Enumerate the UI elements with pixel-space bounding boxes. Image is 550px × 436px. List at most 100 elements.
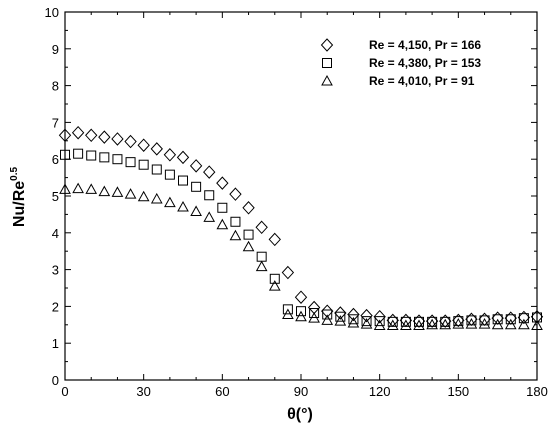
square-point bbox=[348, 314, 359, 325]
triangle-point bbox=[426, 318, 438, 330]
square-point bbox=[73, 148, 84, 159]
square-point bbox=[282, 304, 293, 315]
diamond-point bbox=[307, 300, 321, 315]
diamond-point bbox=[321, 304, 334, 318]
diamond-point bbox=[439, 314, 452, 328]
triangle-point bbox=[229, 229, 242, 241]
square-point bbox=[440, 316, 451, 327]
square-point bbox=[518, 313, 529, 324]
triangle-point bbox=[282, 308, 294, 319]
diamond-point bbox=[360, 308, 373, 323]
y-tick-label: 8 bbox=[52, 79, 59, 94]
x-tick-label: 180 bbox=[526, 384, 548, 399]
diamond-point bbox=[412, 314, 426, 328]
triangle-point bbox=[373, 319, 386, 331]
triangle-point bbox=[177, 201, 189, 212]
square-point bbox=[243, 229, 254, 240]
legend-label: Re = 4,150, Pr = 166 bbox=[369, 38, 481, 52]
diamond-point bbox=[85, 128, 98, 143]
triangle-point bbox=[491, 318, 504, 330]
triangle-point bbox=[164, 196, 176, 208]
square-point bbox=[138, 159, 149, 170]
data-points bbox=[58, 125, 544, 331]
square-point bbox=[492, 314, 503, 325]
y-tick-label: 6 bbox=[52, 152, 59, 167]
triangle-point bbox=[334, 315, 347, 326]
y-tick-label: 10 bbox=[45, 5, 59, 20]
triangle-point bbox=[150, 192, 163, 204]
triangle-point bbox=[439, 318, 452, 330]
triangle-point bbox=[531, 319, 543, 331]
diamond-point bbox=[176, 150, 190, 165]
triangle-point bbox=[518, 318, 530, 330]
legend-label: Re = 4,010, Pr = 91 bbox=[369, 74, 475, 88]
diamond-point bbox=[504, 311, 517, 325]
diamond-legend-icon bbox=[320, 38, 334, 52]
legend-item: Re = 4,150, Pr = 166 bbox=[320, 38, 481, 52]
square-point bbox=[112, 154, 123, 165]
triangle-point bbox=[478, 318, 491, 329]
triangle-point bbox=[255, 260, 268, 272]
diamond-point bbox=[255, 220, 268, 235]
diamond-point bbox=[189, 159, 203, 173]
x-tick-label: 150 bbox=[447, 384, 469, 399]
y-tick-label: 2 bbox=[52, 299, 59, 314]
square-point bbox=[191, 181, 202, 192]
diamond-point bbox=[124, 134, 137, 149]
square-point bbox=[230, 216, 241, 227]
series-triangle bbox=[59, 182, 543, 331]
square-point bbox=[414, 316, 424, 327]
triangle-point bbox=[413, 319, 425, 331]
triangle-legend-icon bbox=[321, 74, 333, 86]
diamond-point bbox=[150, 142, 163, 156]
y-axis-title: Nu/Re0.5 bbox=[9, 166, 28, 227]
triangle-point bbox=[216, 218, 229, 230]
square-point bbox=[505, 314, 516, 325]
triangle-point bbox=[137, 190, 150, 202]
diamond-point bbox=[229, 187, 242, 201]
x-axis-title: θ(°) bbox=[287, 406, 313, 423]
diamond-point bbox=[425, 314, 439, 328]
triangle-point bbox=[203, 211, 216, 222]
square-legend-icon bbox=[322, 58, 332, 68]
square-point bbox=[151, 164, 162, 175]
legend-item: Re = 4,380, Pr = 153 bbox=[322, 56, 481, 70]
y-tick-label: 7 bbox=[52, 115, 59, 130]
triangle-point bbox=[504, 318, 517, 330]
x-tick-label: 60 bbox=[215, 384, 229, 399]
diamond-point bbox=[98, 130, 111, 144]
square-point bbox=[532, 312, 542, 323]
x-tick-label: 0 bbox=[61, 384, 68, 399]
square-point bbox=[322, 309, 333, 320]
y-tick-label: 0 bbox=[52, 373, 59, 388]
square-point bbox=[125, 157, 136, 168]
triangle-point bbox=[465, 318, 478, 329]
diamond-point bbox=[268, 232, 281, 247]
square-point bbox=[269, 273, 280, 284]
diamond-point bbox=[530, 309, 544, 324]
diamond-point bbox=[294, 290, 308, 304]
diamond-point bbox=[203, 165, 216, 179]
triangle-point bbox=[190, 205, 202, 216]
y-tick-label: 5 bbox=[52, 189, 59, 204]
diamond-point bbox=[491, 311, 504, 325]
diamond-point bbox=[373, 309, 386, 324]
y-tick-label: 4 bbox=[52, 226, 59, 241]
triangle-point bbox=[111, 186, 124, 197]
y-tick-label: 9 bbox=[52, 42, 59, 57]
y-axis-title-superscript: 0.5 bbox=[9, 166, 20, 180]
diamond-point bbox=[71, 125, 85, 140]
diamond-point bbox=[111, 132, 124, 146]
square-point bbox=[178, 175, 188, 186]
y-tick-label: 1 bbox=[52, 336, 59, 351]
diamond-point bbox=[58, 128, 72, 143]
square-point bbox=[479, 315, 490, 326]
square-point bbox=[374, 316, 385, 327]
diamond-point bbox=[163, 148, 177, 162]
y-tick-label: 3 bbox=[52, 263, 59, 278]
triangle-point bbox=[400, 319, 412, 331]
x-tick-label: 30 bbox=[136, 384, 150, 399]
triangle-point bbox=[347, 316, 360, 328]
square-point bbox=[427, 316, 438, 327]
